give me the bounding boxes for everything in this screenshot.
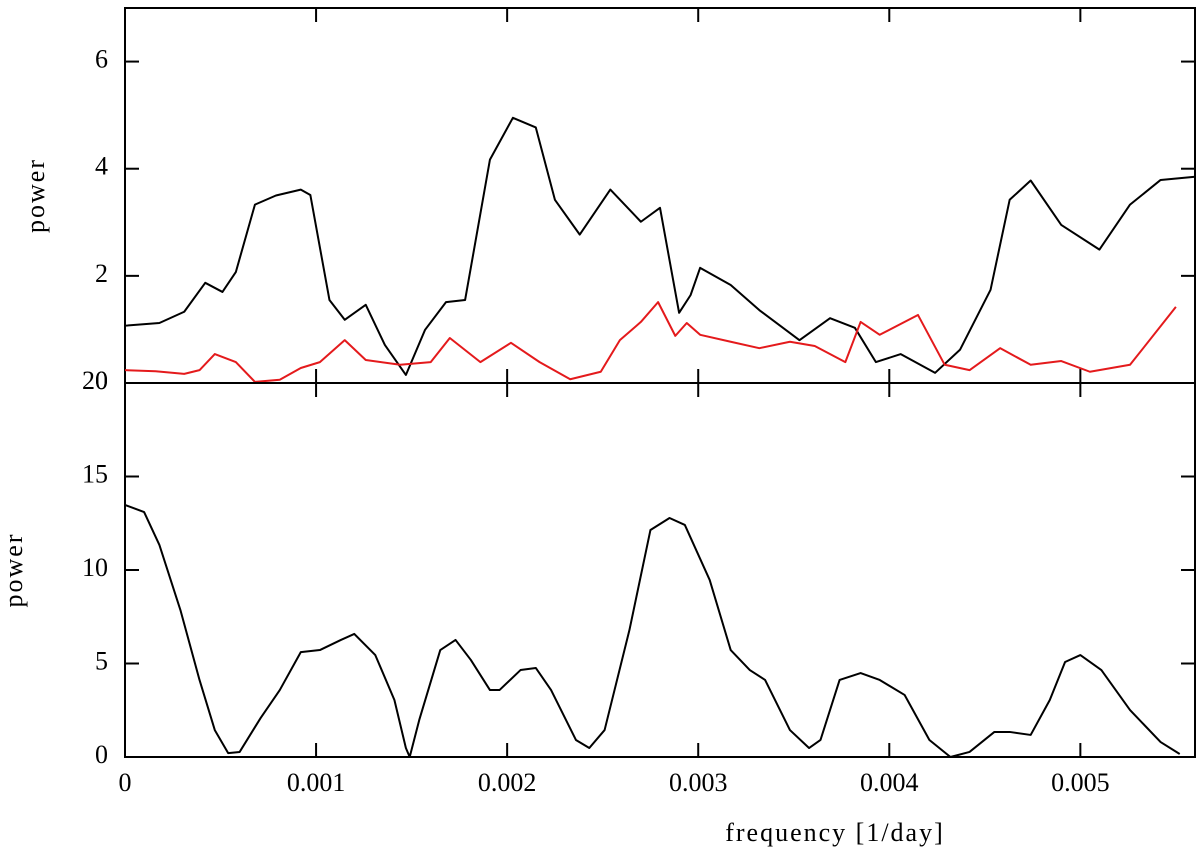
data-line	[124, 503, 1181, 758]
y-tick-label: 5	[95, 646, 108, 675]
y-tick-label: 0	[95, 366, 108, 395]
x-tick-label: 0.002	[478, 768, 537, 797]
x-tick-label: 0	[119, 768, 132, 797]
x-tick-label: 0.001	[287, 768, 346, 797]
y-tick-label: 0	[95, 740, 108, 769]
plot-frame	[124, 7, 1196, 384]
plot-frame	[124, 382, 1196, 758]
y-tick-label: 2	[95, 259, 108, 288]
y-axis-label: power	[21, 158, 50, 233]
y-tick-label: 4	[95, 152, 108, 181]
x-tick-label: 0.005	[1051, 768, 1110, 797]
y-tick-label: 6	[95, 45, 108, 74]
y-tick-label: 20	[82, 366, 108, 395]
y-tick-label: 10	[82, 553, 108, 582]
y-axis-label: power	[0, 533, 28, 608]
data-line	[124, 301, 1177, 383]
x-tick-label: 0.003	[669, 768, 728, 797]
x-tick-label: 0.004	[860, 768, 919, 797]
data-line	[124, 116, 1196, 376]
y-tick-label: 15	[82, 459, 108, 488]
x-axis-label: frequency [1/day]	[725, 818, 945, 847]
